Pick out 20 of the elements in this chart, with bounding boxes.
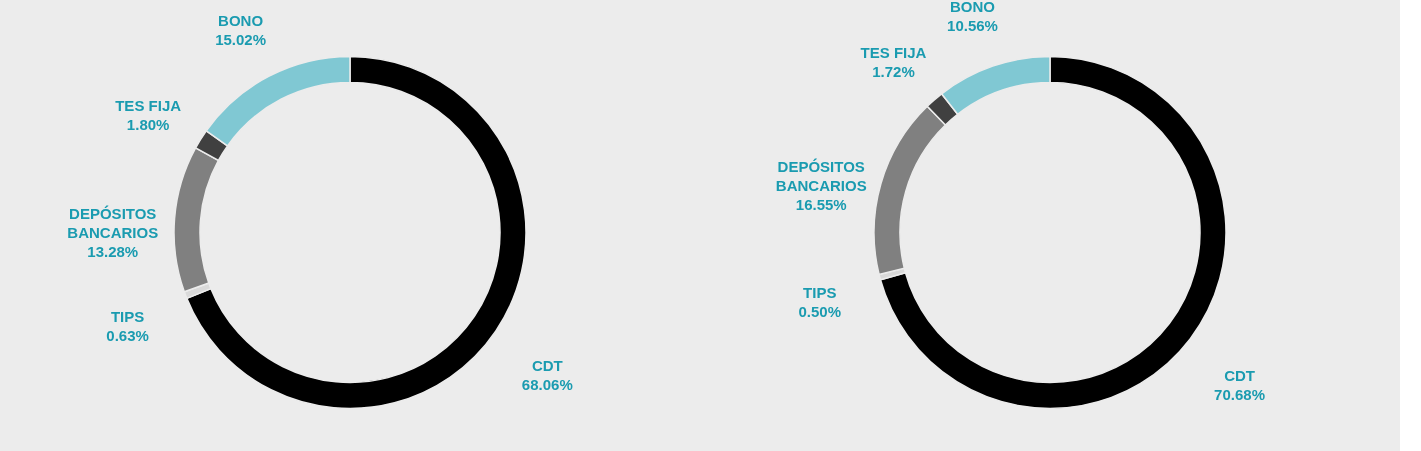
data-label: 13.28% <box>87 242 139 260</box>
data-label: 1.80% <box>126 116 170 134</box>
slice-label: CDT <box>531 356 563 374</box>
data-label: 1.72% <box>872 63 915 81</box>
slice-label: BONO <box>949 0 996 16</box>
slice-label: CDT <box>1224 367 1255 385</box>
slice-label: TES FIJA <box>860 44 927 62</box>
data-label: 16.55% <box>795 195 847 213</box>
data-label: 70.68% <box>1214 386 1265 404</box>
slice-label: BONO <box>218 12 264 30</box>
data-label: 0.63% <box>106 327 149 345</box>
data-label: 10.56% <box>947 17 998 35</box>
slice-label: DEPÓSITOS BANCARIOS <box>67 204 159 241</box>
slice-label: TIPS <box>803 283 837 301</box>
data-label: 15.02% <box>215 31 267 49</box>
data-label: 0.50% <box>798 302 842 320</box>
slice-label: DEPÓSITOS BANCARIOS <box>775 157 867 194</box>
slice-label: TES FIJA <box>115 97 182 115</box>
slice-label: TIPS <box>110 308 145 326</box>
data-label: 68.06% <box>521 375 573 393</box>
